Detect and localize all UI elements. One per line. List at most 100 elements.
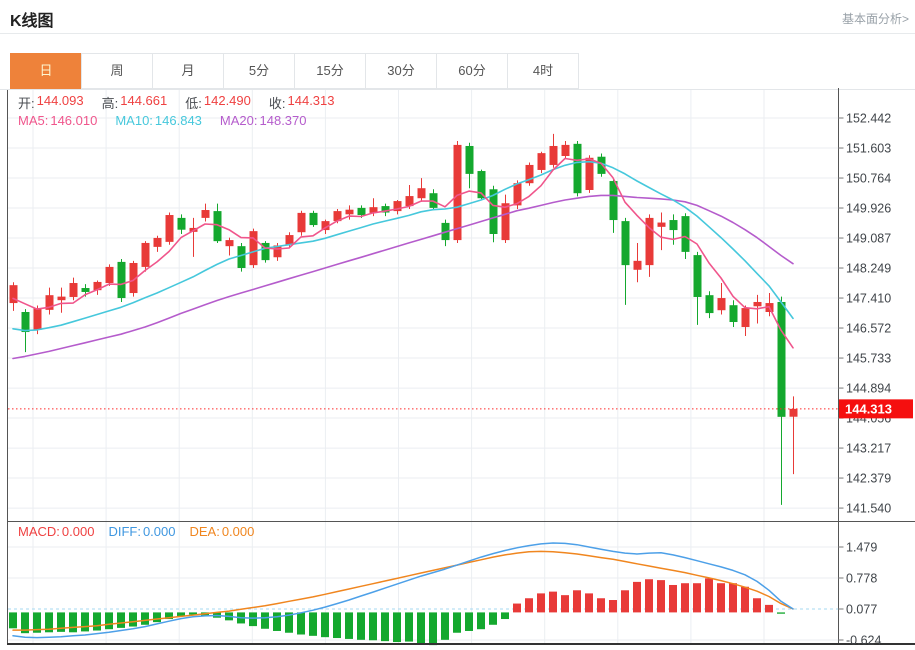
axis-tick-label: 151.603	[846, 142, 891, 156]
axis-tick-label: 143.217	[846, 442, 891, 456]
interval-tab[interactable]: 4时	[507, 53, 579, 89]
macd-bar	[573, 590, 581, 613]
candle-body	[477, 171, 486, 199]
candle-body	[309, 212, 318, 226]
legend-value: 144.313	[287, 93, 335, 108]
axis-tick-label: 148.249	[846, 262, 891, 276]
candle-body	[357, 207, 366, 216]
candle-body	[225, 240, 234, 247]
macd-bar	[585, 593, 593, 613]
candle-body	[369, 207, 378, 213]
candle-body	[237, 246, 246, 268]
axis-tick-label: 150.764	[846, 172, 891, 186]
macd-bar	[117, 612, 125, 628]
macd-bar	[633, 581, 641, 613]
legend-value: 0.000	[142, 524, 176, 539]
legend-item: MACD: 0.000	[18, 524, 94, 539]
macd-bar	[537, 593, 545, 613]
legend-label: 高:	[101, 96, 119, 111]
axis-tick-label: 141.540	[846, 502, 891, 516]
ohlc-legend: 开: 144.093 高: 144.661 低: 142.490 收: 144.313	[18, 93, 335, 112]
macd-bar	[141, 612, 149, 625]
macd-bar	[441, 612, 449, 640]
macd-bar	[777, 612, 785, 614]
legend-label: 低:	[185, 96, 202, 111]
macd-bar	[165, 612, 173, 620]
axis-tick-label: 0.778	[846, 571, 877, 585]
macd-bar	[693, 583, 701, 613]
macd-bar	[309, 612, 317, 636]
legend-value: 144.661	[120, 93, 168, 108]
ma-legend: MA5: 146.010 MA10: 146.843 MA20: 148.370	[18, 113, 307, 128]
candle-body	[69, 283, 78, 297]
interval-tab[interactable]: 月	[152, 53, 224, 89]
current-price-text: 144.313	[845, 401, 892, 416]
legend-value: 148.370	[259, 113, 307, 128]
axis-tick-label: 142.379	[846, 472, 891, 486]
macd-bar	[669, 584, 677, 613]
candle-body	[141, 242, 150, 267]
axis-tick-label: 1.479	[846, 540, 877, 554]
macd-bar	[273, 612, 281, 631]
candle-body	[393, 201, 402, 212]
legend-value: 146.843	[154, 113, 202, 128]
macd-bar	[417, 612, 425, 644]
macd-bar	[153, 612, 161, 623]
legend-value: 146.010	[50, 113, 98, 128]
candle-body	[405, 196, 414, 207]
candle-body	[321, 221, 330, 231]
axis-tick-label: 152.442	[846, 112, 891, 126]
interval-tab[interactable]: 60分	[436, 53, 508, 89]
legend-item: 收: 144.313	[269, 93, 335, 112]
macd-bar	[297, 612, 305, 635]
page-title: K线图	[10, 13, 54, 30]
macd-bar	[189, 612, 197, 615]
macd-bar	[453, 612, 461, 633]
legend-label: MA20:	[219, 113, 258, 128]
interval-tab[interactable]: 15分	[294, 53, 366, 89]
interval-tab[interactable]: 日	[10, 53, 82, 89]
legend-item: DIFF: 0.000	[108, 524, 175, 539]
interval-tab[interactable]: 5分	[223, 53, 295, 89]
candle-body	[681, 216, 690, 252]
macd-bar	[561, 595, 569, 613]
interval-tab[interactable]: 30分	[365, 53, 437, 89]
candle-body	[729, 305, 738, 323]
candle-body	[609, 181, 618, 221]
macd-bar	[501, 612, 509, 620]
interval-tab[interactable]: 周	[81, 53, 153, 89]
candle-body	[177, 217, 186, 230]
macd-bar	[345, 612, 353, 639]
macd-bar	[429, 612, 437, 646]
candle-body	[525, 164, 534, 184]
macd-bar	[9, 612, 17, 629]
candle-body	[9, 285, 18, 304]
macd-bar	[525, 598, 533, 613]
legend-label: 开:	[18, 96, 35, 111]
macd-bar	[381, 612, 389, 642]
candle-body	[129, 262, 138, 294]
legend-value: 142.490	[203, 93, 251, 108]
macd-bar	[69, 612, 77, 633]
legend-value: 144.093	[36, 93, 84, 108]
candle-body	[549, 145, 558, 165]
candle-body	[273, 245, 282, 258]
candle-body	[117, 261, 126, 299]
candle-body	[465, 145, 474, 174]
macd-bar	[45, 612, 53, 633]
macd-bar	[489, 612, 497, 625]
macd-bar	[57, 612, 65, 632]
macd-bar	[177, 612, 185, 616]
legend-value: 0.000	[61, 524, 95, 539]
candle-body	[261, 242, 270, 261]
macd-legend: MACD: 0.000 DIFF: 0.000 DEA: 0.000	[18, 524, 254, 539]
macd-bar	[597, 598, 605, 613]
macd-bar	[321, 612, 329, 638]
candle-body	[381, 206, 390, 213]
candle-body	[717, 298, 726, 311]
candle-body	[741, 308, 750, 328]
fundamental-analysis-link[interactable]: 基本面分析>	[841, 12, 909, 26]
candle-body	[33, 308, 42, 330]
candle-body	[657, 222, 666, 227]
